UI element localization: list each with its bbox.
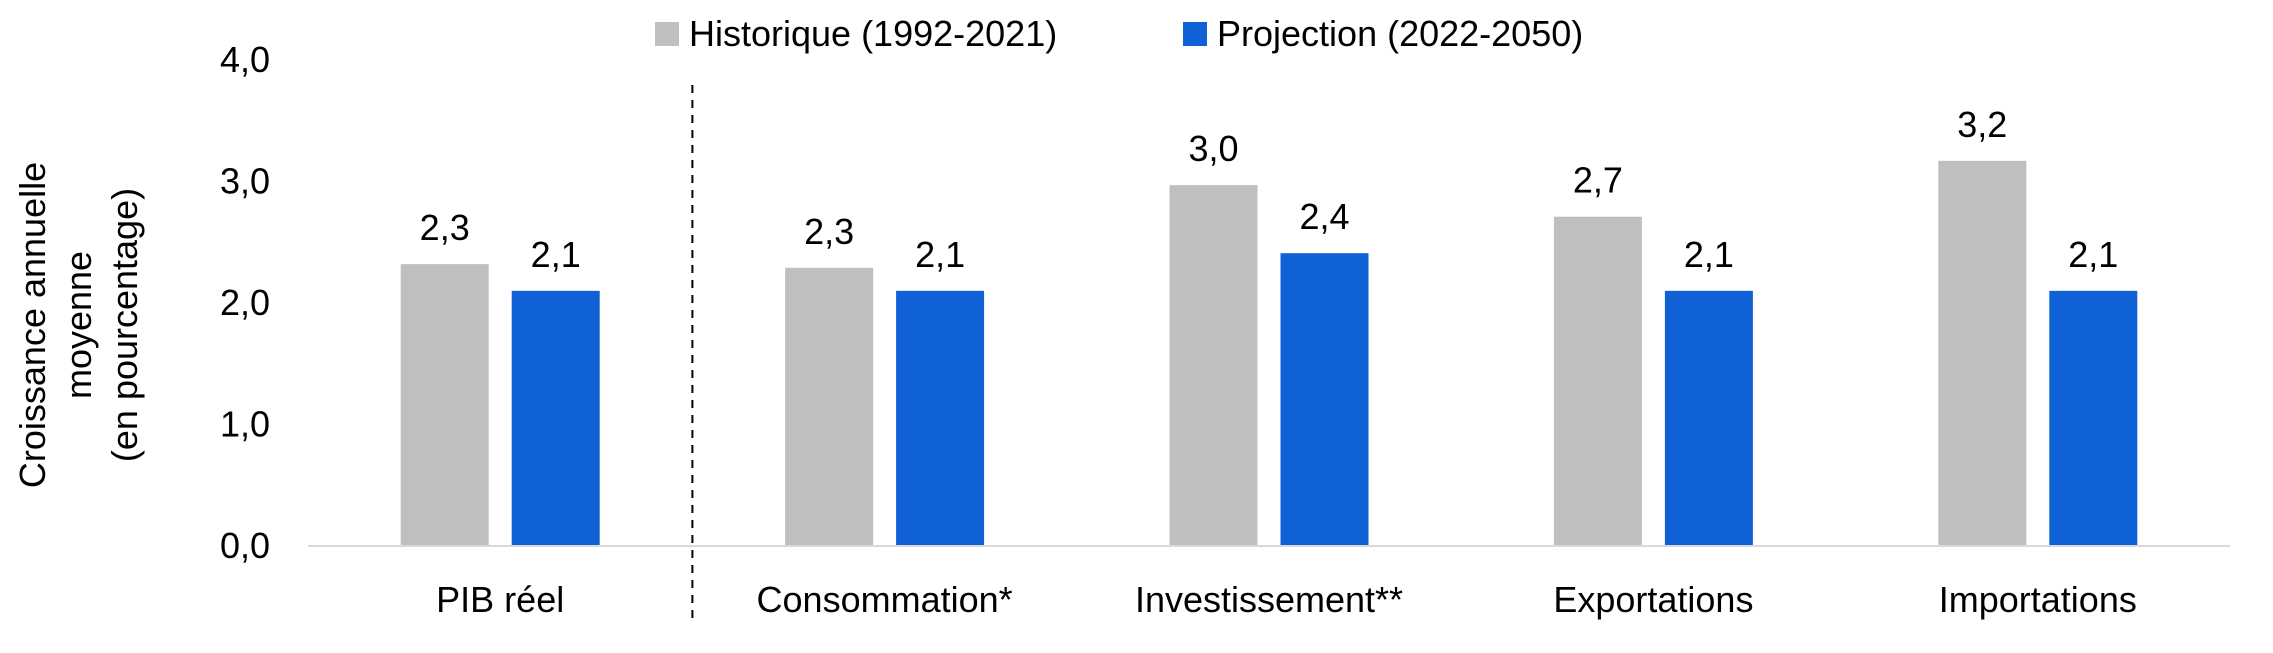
data-label: 2,4	[1299, 196, 1349, 237]
y-axis-label-line-2: moyenne	[58, 251, 99, 399]
bar-historique	[400, 264, 489, 546]
category-label: Investissement**	[1135, 579, 1403, 620]
data-label: 2,1	[915, 234, 965, 275]
data-label: 2,1	[1684, 234, 1734, 275]
legend-label-historique: Historique (1992-2021)	[689, 13, 1057, 54]
bar-historique	[785, 267, 874, 546]
y-tick-label: 0,0	[220, 525, 270, 566]
data-label: 3,2	[1957, 104, 2007, 145]
category-label: Importations	[1939, 579, 2137, 620]
data-label: 2,3	[420, 207, 470, 248]
y-tick-label: 3,0	[220, 161, 270, 202]
bar-projection	[1280, 253, 1369, 546]
y-tick-label: 4,0	[220, 39, 270, 80]
y-tick-label: 1,0	[220, 404, 270, 445]
y-axis-label: Croissance annuelle moyenne (en pourcent…	[12, 162, 145, 488]
data-label: 3,0	[1188, 128, 1238, 169]
legend-swatch-historique	[655, 22, 679, 46]
y-axis-ticks: 0,0 1,0 2,0 3,0 4,0	[220, 39, 270, 566]
category-label: Exportations	[1553, 579, 1753, 620]
bar-projection	[896, 290, 985, 546]
data-labels: 2,3 2,1 2,3 2,1 3,0 2,4 2,7 2,1 3,2 2,1	[420, 104, 2119, 275]
y-tick-label: 2,0	[220, 282, 270, 323]
legend-label-projection: Projection (2022-2050)	[1217, 13, 1583, 54]
data-label: 2,3	[804, 211, 854, 252]
bar-projection	[1664, 290, 1753, 546]
legend: Historique (1992-2021) Projection (2022-…	[655, 13, 1583, 54]
y-axis-label-line-1: Croissance annuelle	[12, 162, 53, 488]
category-label: PIB réel	[436, 579, 564, 620]
category-labels: PIB réel Consommation* Investissement** Exp…	[436, 579, 2137, 620]
bar-historique	[1169, 185, 1258, 546]
bar-historique	[1938, 160, 2027, 546]
y-axis-label-line-3: (en pourcentage)	[104, 188, 145, 462]
legend-swatch-projection	[1183, 22, 1207, 46]
data-label: 2,7	[1573, 160, 1623, 201]
bar-projection	[2049, 290, 2138, 546]
data-label: 2,1	[2068, 234, 2118, 275]
bar-projection	[511, 290, 600, 546]
data-label: 2,1	[531, 234, 581, 275]
category-label: Consommation*	[757, 579, 1013, 620]
bars	[400, 160, 2138, 547]
bar-historique	[1553, 216, 1642, 547]
